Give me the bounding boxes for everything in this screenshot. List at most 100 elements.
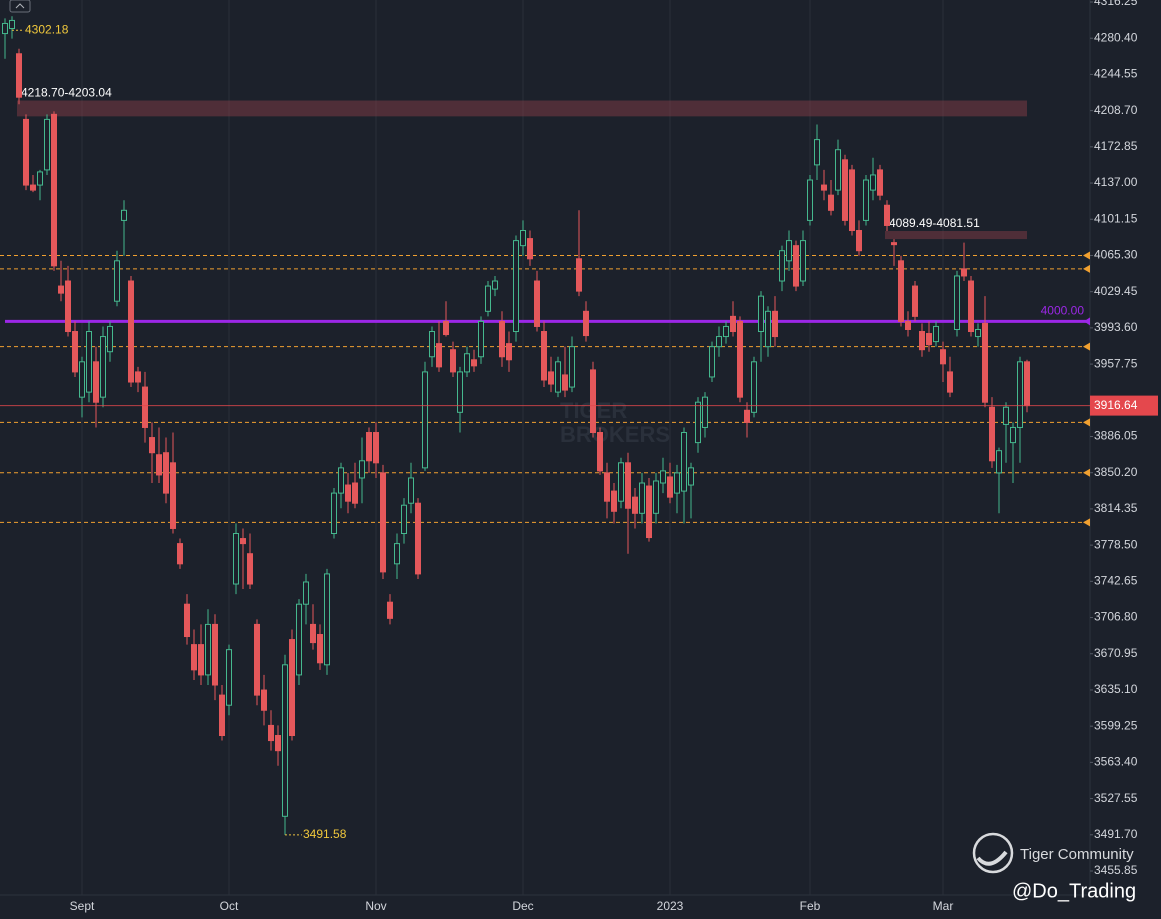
collapse-button[interactable] bbox=[9, 0, 31, 13]
candle bbox=[212, 614, 218, 701]
candle-body bbox=[359, 460, 365, 479]
candle bbox=[667, 462, 673, 504]
candle bbox=[772, 296, 778, 347]
x-tick-label: Mar bbox=[933, 899, 954, 913]
y-tick-label: 3742.65 bbox=[1094, 574, 1138, 588]
candle-body bbox=[198, 644, 204, 676]
y-tick-label: 3635.10 bbox=[1094, 682, 1138, 696]
candle bbox=[919, 323, 925, 357]
candle bbox=[394, 533, 400, 579]
candle-body bbox=[548, 371, 554, 385]
candle-body bbox=[765, 310, 771, 348]
candle bbox=[261, 674, 267, 726]
candle-body bbox=[170, 462, 176, 529]
candle-body bbox=[926, 333, 932, 346]
candle-body bbox=[583, 310, 589, 337]
candle-body bbox=[408, 477, 414, 504]
candle-body bbox=[569, 346, 575, 388]
candle-body bbox=[51, 113, 57, 267]
candle bbox=[779, 245, 785, 292]
candle-body bbox=[919, 331, 925, 351]
y-tick-label: 3491.70 bbox=[1094, 827, 1138, 841]
candle-body bbox=[905, 320, 911, 330]
candle bbox=[373, 422, 379, 478]
candle-body bbox=[296, 603, 302, 676]
candle bbox=[268, 710, 274, 751]
candle-body bbox=[30, 184, 36, 191]
candle bbox=[905, 311, 911, 337]
candle bbox=[184, 594, 190, 645]
candle-body bbox=[814, 139, 820, 166]
candle-body bbox=[618, 462, 624, 502]
candle bbox=[646, 477, 652, 542]
candle bbox=[702, 392, 708, 438]
candle-body bbox=[142, 386, 148, 428]
candle-body bbox=[800, 240, 806, 282]
candle-body bbox=[338, 467, 344, 494]
candle bbox=[65, 265, 71, 337]
zone bbox=[17, 100, 1027, 117]
candle bbox=[436, 321, 442, 372]
candle-body bbox=[779, 250, 785, 282]
y-tick-label: 3599.25 bbox=[1094, 718, 1138, 732]
candle-body bbox=[107, 325, 113, 353]
candle-body bbox=[793, 245, 799, 287]
candle bbox=[16, 48, 22, 105]
candle bbox=[709, 341, 715, 383]
candle-body bbox=[2, 22, 8, 35]
candle bbox=[2, 18, 8, 59]
zone bbox=[885, 231, 1027, 240]
candle-body bbox=[401, 504, 407, 535]
candle bbox=[912, 281, 918, 322]
level-arrow bbox=[1083, 251, 1090, 260]
candle bbox=[177, 538, 183, 569]
candle-body bbox=[86, 331, 92, 393]
candle-body bbox=[611, 490, 617, 512]
candle-body bbox=[758, 295, 764, 333]
level-arrow bbox=[1083, 342, 1090, 351]
candle-body bbox=[163, 452, 169, 494]
zone-label: 4089.49-4081.51 bbox=[889, 216, 980, 230]
candle-body bbox=[471, 359, 477, 367]
candle bbox=[345, 472, 351, 514]
candle bbox=[128, 275, 134, 388]
candle bbox=[352, 462, 358, 509]
candle-body bbox=[996, 450, 1002, 474]
candle-body bbox=[961, 268, 967, 277]
candle bbox=[9, 16, 15, 39]
candle-body bbox=[72, 331, 78, 373]
candle bbox=[660, 457, 666, 494]
y-tick-label: 3993.60 bbox=[1094, 320, 1138, 334]
candle-body bbox=[121, 209, 127, 221]
candle bbox=[926, 321, 932, 352]
candle-body bbox=[44, 118, 50, 171]
candle-body bbox=[478, 320, 484, 358]
candle bbox=[303, 573, 309, 625]
price-tag bbox=[1090, 395, 1158, 416]
candle-body bbox=[912, 285, 918, 317]
candle bbox=[205, 609, 211, 686]
candle-body bbox=[590, 369, 596, 434]
candle-body bbox=[240, 538, 246, 545]
candle-body bbox=[23, 118, 29, 186]
candle-body bbox=[457, 371, 463, 413]
candle bbox=[247, 533, 253, 590]
candle bbox=[338, 462, 344, 509]
candle-body bbox=[1024, 361, 1030, 407]
candle-body bbox=[436, 343, 442, 368]
candle bbox=[156, 427, 162, 484]
candle-body bbox=[506, 343, 512, 361]
candle bbox=[51, 111, 57, 271]
x-tick-label: Nov bbox=[365, 899, 386, 913]
candle-body bbox=[212, 623, 218, 686]
y-tick-label: 4137.00 bbox=[1094, 175, 1138, 189]
y-tick-label: 3706.80 bbox=[1094, 610, 1138, 624]
candle-body bbox=[646, 485, 652, 539]
candle bbox=[527, 230, 533, 266]
candle bbox=[380, 464, 386, 579]
y-tick-label: 4172.85 bbox=[1094, 139, 1138, 153]
candle-body bbox=[303, 581, 309, 605]
candle bbox=[933, 321, 939, 347]
y-tick-label: 3886.05 bbox=[1094, 429, 1138, 443]
tiger-logo bbox=[972, 832, 1014, 874]
